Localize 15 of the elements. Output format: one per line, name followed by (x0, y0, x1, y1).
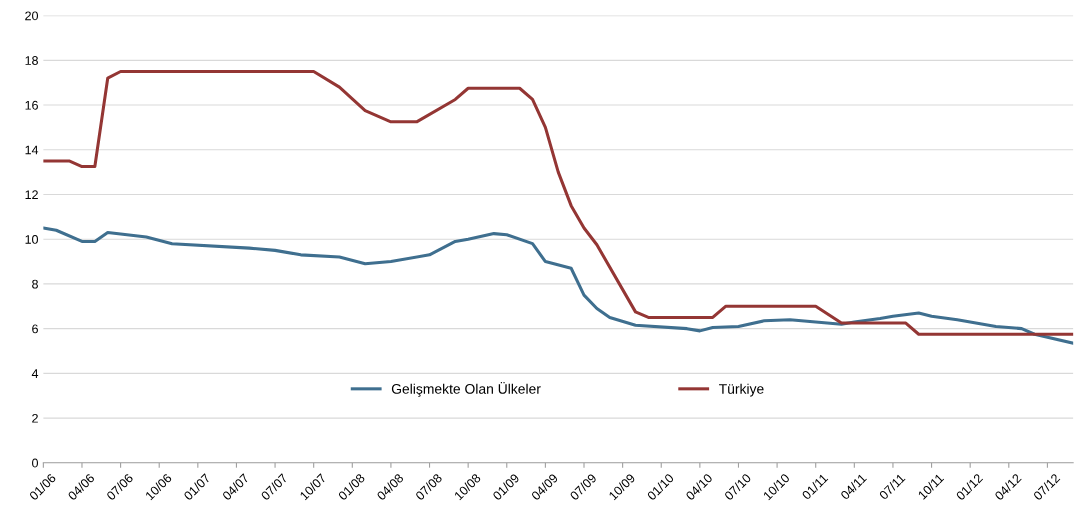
y-tick-label: 10 (25, 235, 39, 244)
y-tick-label: 18 (25, 56, 38, 65)
y-tick-label: 14 (25, 145, 39, 155)
legend-label: Türkiye (719, 383, 764, 397)
y-tick-label: 2 (32, 413, 38, 423)
y-tick-label: 20 (25, 11, 39, 21)
legend-label: Gelişmekte Olan Ülkeler (391, 382, 541, 397)
line-series (43, 69, 1074, 336)
y-tick-label: 6 (32, 324, 38, 334)
line-series (43, 226, 1074, 345)
y-tick-label: 8 (32, 279, 38, 289)
y-tick-label: 4 (31, 369, 39, 378)
y-tick-label: 0 (32, 458, 39, 468)
y-tick-label: 16 (25, 100, 38, 110)
y-tick-label: 12 (25, 190, 38, 200)
